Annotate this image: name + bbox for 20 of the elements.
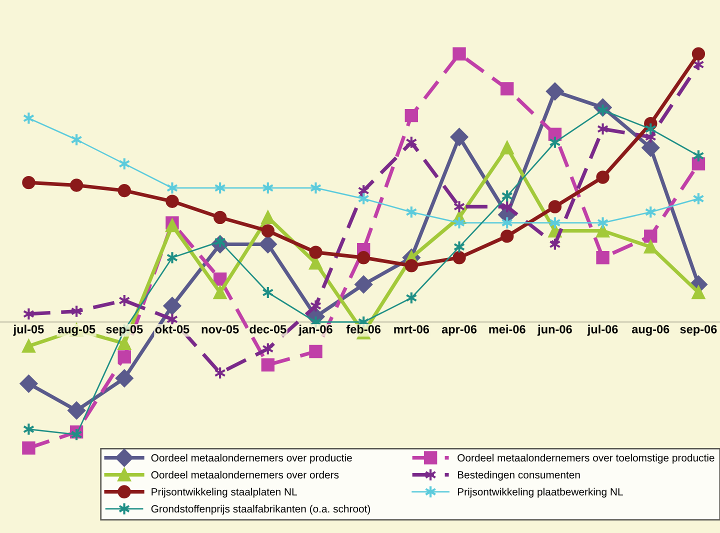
x-tick-label: jan-06 (298, 324, 332, 336)
x-tick-label: jul-06 (587, 324, 618, 336)
legend-label: Oordeel metaalondernemers over toelomstige productie (458, 454, 714, 464)
x-tick-label: mei-06 (489, 324, 526, 334)
legend-label: Grondstoffenprijs staalfabrikanten (o.a. schroot) (151, 504, 370, 515)
x-tick-label: nov-05 (202, 325, 239, 334)
legend-label: Prijsontwikkeling staalplaten NL (152, 488, 297, 498)
x-tick-label: dec-05 (250, 324, 286, 334)
x-tick-label: sep-06 (680, 325, 717, 336)
x-tick-label: jul-05 (13, 324, 44, 336)
legend-label: Bestedingen consumenten (458, 470, 580, 481)
x-tick-label: jun-06 (537, 324, 572, 336)
legend-label: Prijsontwikkeling plaatbewerking NL (458, 488, 623, 498)
x-tick-label: apr-06 (442, 325, 477, 336)
x-tick-label: aug-06 (632, 325, 670, 336)
x-tick-label: feb-06 (346, 324, 381, 334)
legend-label: Oordeel metaalondernemers over productie (151, 454, 352, 464)
legend-label: Oordeel metaalondernemers over orders (151, 470, 339, 479)
x-tick-label: okt-05 (155, 324, 190, 334)
x-tick-label: mrt-06 (394, 325, 430, 334)
